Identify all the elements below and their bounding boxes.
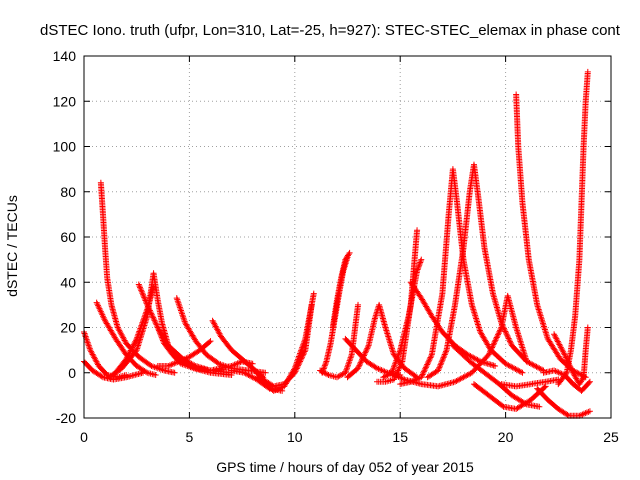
data-markers — [513, 91, 589, 381]
x-tick-label: 15 — [392, 429, 408, 445]
data-series-18 — [319, 254, 351, 376]
data-series-23 — [407, 279, 499, 369]
data-series-20 — [344, 301, 421, 381]
y-tick-label: 120 — [53, 93, 77, 109]
data-series-25 — [424, 161, 547, 381]
x-tick-label: 25 — [603, 429, 619, 445]
data-markers — [407, 279, 499, 369]
data-markers — [249, 301, 315, 390]
y-tick-label: 80 — [60, 184, 76, 200]
grid-layer — [84, 56, 611, 418]
data-markers — [344, 301, 421, 381]
y-tick-label: 0 — [68, 365, 76, 381]
y-tick-label: 40 — [60, 274, 76, 290]
data-series-33 — [555, 68, 591, 388]
data-markers — [319, 254, 351, 376]
y-tick-label: 20 — [60, 320, 76, 336]
y-tick-label: 100 — [53, 139, 77, 155]
data-series-2 — [81, 358, 147, 383]
data-markers — [386, 292, 530, 390]
x-tick-label: 0 — [80, 429, 88, 445]
data-markers — [534, 385, 593, 419]
y-tick-label: -20 — [56, 410, 76, 426]
data-markers — [424, 161, 547, 381]
data-markers — [196, 358, 256, 374]
data-series-30 — [498, 376, 562, 390]
x-tick-label: 10 — [287, 429, 303, 445]
data-series-7 — [112, 283, 157, 376]
chart-title: dSTEC Iono. truth (ufpr, Lon=310, Lat=-2… — [40, 22, 621, 39]
data-markers — [154, 338, 214, 369]
data-markers — [551, 324, 591, 388]
y-tick-label: 140 — [53, 48, 77, 64]
data-markers — [498, 376, 562, 390]
x-axis-label: GPS time / hours of day 052 of year 2015 — [216, 459, 474, 475]
data-markers — [540, 367, 593, 394]
data-layer — [81, 68, 593, 419]
data-series-12 — [196, 358, 256, 374]
data-markers — [81, 358, 147, 383]
data-series-31 — [534, 385, 593, 419]
data-series-29 — [513, 91, 589, 381]
data-series-32 — [551, 324, 591, 388]
data-series-26 — [386, 292, 530, 390]
data-markers — [112, 283, 157, 376]
y-tick-label: 60 — [60, 229, 76, 245]
y-axis-label: dSTEC / TECUs — [4, 195, 20, 297]
data-series-15 — [249, 301, 315, 390]
x-tick-label: 20 — [498, 429, 514, 445]
data-series-34 — [540, 367, 593, 394]
x-tick-label: 5 — [186, 429, 194, 445]
data-markers — [555, 68, 591, 388]
data-series-10 — [154, 338, 214, 369]
